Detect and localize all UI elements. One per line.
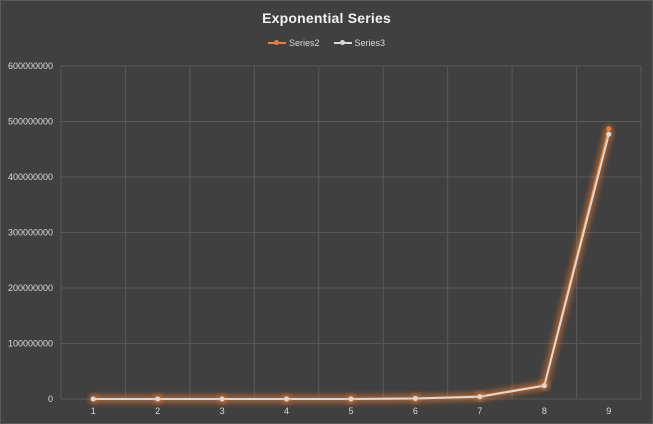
y-tick-label: 0	[48, 394, 53, 404]
chart-title: Exponential Series	[262, 10, 391, 26]
y-tick-label: 600000000	[8, 61, 53, 71]
x-tick-label: 7	[477, 406, 482, 416]
legend-swatch-series3	[333, 39, 352, 47]
legend-item-series3: Series3	[333, 38, 386, 48]
data-point-series3	[477, 394, 483, 400]
data-point-series3	[541, 383, 547, 389]
y-tick-label: 200000000	[8, 283, 53, 293]
series-line-series2	[93, 128, 610, 400]
x-tick-label: 1	[91, 406, 96, 416]
x-tick-label: 5	[348, 406, 353, 416]
y-tick-label: 100000000	[8, 339, 53, 349]
legend-swatch-series2	[267, 39, 286, 47]
data-point-series3	[155, 396, 161, 402]
data-point-series3	[284, 396, 290, 402]
x-tick-label: 3	[220, 406, 225, 416]
x-tick-label: 2	[155, 406, 160, 416]
data-point-series3	[219, 396, 225, 402]
x-tick-label: 9	[606, 406, 611, 416]
y-tick-label: 500000000	[8, 117, 53, 127]
legend-item-series2: Series2	[267, 38, 320, 48]
series-glow-series3	[93, 133, 613, 403]
x-tick-label: 6	[413, 406, 418, 416]
data-point-series3	[90, 396, 96, 402]
legend-label-series3: Series3	[354, 38, 386, 48]
x-tick-label: 8	[542, 406, 547, 416]
x-tick-label: 4	[284, 406, 289, 416]
y-tick-label: 300000000	[8, 228, 53, 238]
data-point-series3	[348, 396, 354, 402]
y-tick-label: 400000000	[8, 172, 53, 182]
legend: Series2 Series3	[1, 38, 652, 48]
series-line-series3	[93, 134, 610, 400]
data-point-series3	[412, 395, 418, 401]
data-point-series3	[606, 131, 612, 137]
series-glow-series2	[93, 127, 613, 403]
legend-label-series2: Series2	[288, 38, 320, 48]
